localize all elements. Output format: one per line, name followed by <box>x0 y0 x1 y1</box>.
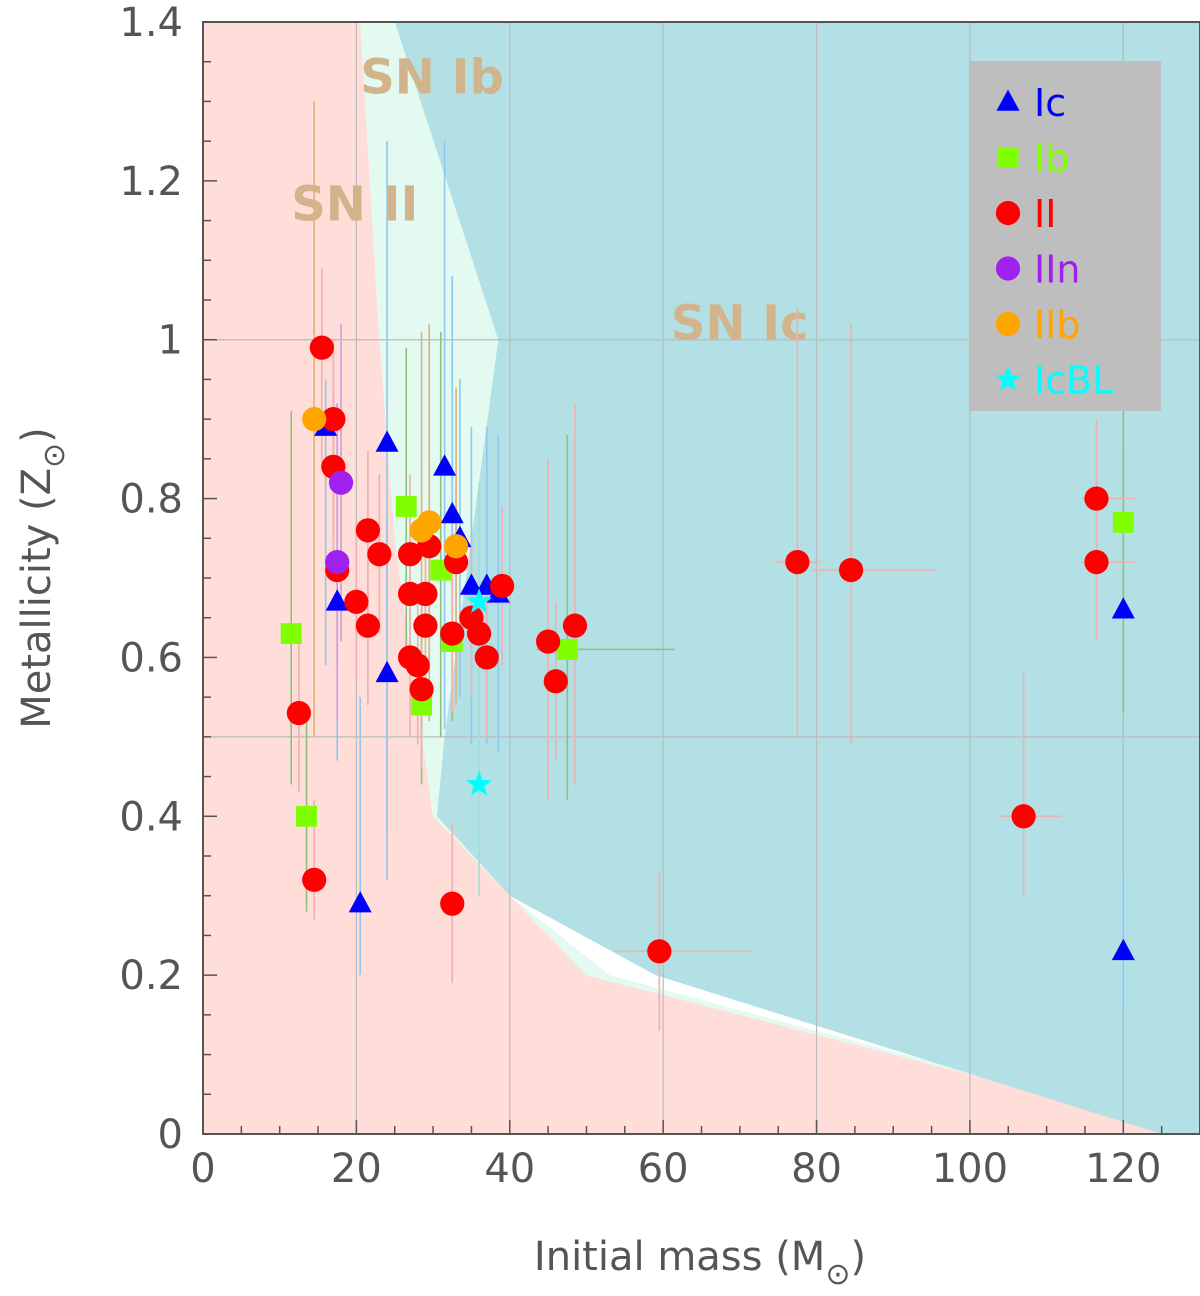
region-label: SN Ic <box>671 296 809 352</box>
x-tick-label: 40 <box>484 1146 535 1192</box>
data-point-ii <box>321 407 346 432</box>
legend: Ic Ib II IIn IIb IcBL <box>969 61 1161 411</box>
data-point-ii <box>397 542 423 567</box>
data-point-ic <box>375 430 399 452</box>
data-point-ii <box>440 621 465 646</box>
data-point-ii <box>838 557 864 583</box>
legend-marker-iib <box>995 311 1021 337</box>
data-point-iin <box>328 470 354 495</box>
x-tick-label: 100 <box>932 1146 1008 1192</box>
data-point-ii <box>409 677 434 702</box>
y-tick-label: 0.8 <box>119 477 183 523</box>
legend-label-icbl: IcBL <box>1034 359 1113 403</box>
data-point-ii <box>355 613 380 638</box>
data-point-ii <box>1084 550 1109 575</box>
x-axis-label: Initial mass (M⊙) <box>534 1234 866 1292</box>
x-tick-label: 60 <box>638 1146 689 1192</box>
data-point-ic <box>348 891 372 913</box>
data-point-ii <box>344 589 369 614</box>
data-point-ii <box>286 700 311 726</box>
data-point-ii <box>466 621 492 646</box>
y-tick-label: 1.4 <box>119 0 183 46</box>
data-point-ib <box>395 496 417 517</box>
legend-marker-ic <box>996 89 1020 111</box>
legend-label-iin: IIn <box>1034 248 1081 292</box>
data-point-ib <box>556 639 578 660</box>
region-label: SN II <box>291 177 418 233</box>
data-point-icbl <box>466 588 493 613</box>
data-point-ic <box>375 660 399 683</box>
data-point-ic <box>325 589 349 611</box>
data-point-ii <box>785 550 810 575</box>
data-point-ii <box>413 613 438 638</box>
data-point-ic <box>1111 597 1135 619</box>
legend-marker-ib <box>997 147 1019 168</box>
y-tick-label: 0 <box>158 1112 183 1158</box>
data-point-iib <box>302 407 327 432</box>
x-tick-label: 20 <box>331 1146 382 1192</box>
y-tick-label: 1 <box>158 318 183 364</box>
y-tick-label: 0.6 <box>119 635 183 681</box>
data-point-ib <box>296 805 317 827</box>
data-point-ib <box>1112 511 1134 533</box>
data-point-ii <box>474 645 499 670</box>
legend-label-ib: Ib <box>1034 137 1069 181</box>
data-point-ii <box>309 335 334 360</box>
y-tick-label: 0.4 <box>119 794 183 840</box>
x-tick-label: 120 <box>1085 1146 1161 1192</box>
data-point-ii <box>562 613 588 638</box>
data-point-iib <box>417 510 442 535</box>
data-point-ic <box>459 573 483 595</box>
legend-marker-icbl <box>995 365 1021 391</box>
region-label: SN Ib <box>360 49 504 105</box>
data-point-ii <box>413 581 438 606</box>
y-tick-label: 0.2 <box>119 953 183 999</box>
data-point-ii <box>1011 804 1036 829</box>
x-tick-label: 80 <box>791 1146 842 1192</box>
x-tick-label: 0 <box>190 1146 215 1192</box>
data-point-ic <box>433 454 457 476</box>
data-point-ii <box>302 867 327 892</box>
data-point-ii <box>440 891 465 916</box>
data-point-icbl <box>466 770 493 796</box>
data-point-ii <box>355 518 380 543</box>
data-point-ii <box>647 939 672 964</box>
legend-label-ii: II <box>1034 192 1056 236</box>
y-axis-label: Metallicity (Z⊙) <box>14 427 72 729</box>
data-point-ii <box>367 542 392 567</box>
legend-box <box>969 61 1161 411</box>
data-point-ii <box>536 629 561 654</box>
y-tick-label: 1.2 <box>119 159 183 205</box>
data-point-iin <box>325 550 350 575</box>
legend-label-iib: IIb <box>1034 303 1081 347</box>
legend-label-ic: Ic <box>1034 81 1066 125</box>
data-point-ii <box>405 653 430 678</box>
legend-marker-ii <box>995 200 1021 226</box>
legend-marker-iin <box>995 256 1021 281</box>
data-point-ii <box>1084 486 1109 511</box>
data-point-ii <box>490 573 515 599</box>
data-point-ic <box>1111 938 1135 961</box>
data-point-ic <box>440 501 464 524</box>
data-point-ib <box>280 623 302 645</box>
data-point-ii <box>543 669 568 694</box>
data-point-iib <box>443 534 469 559</box>
